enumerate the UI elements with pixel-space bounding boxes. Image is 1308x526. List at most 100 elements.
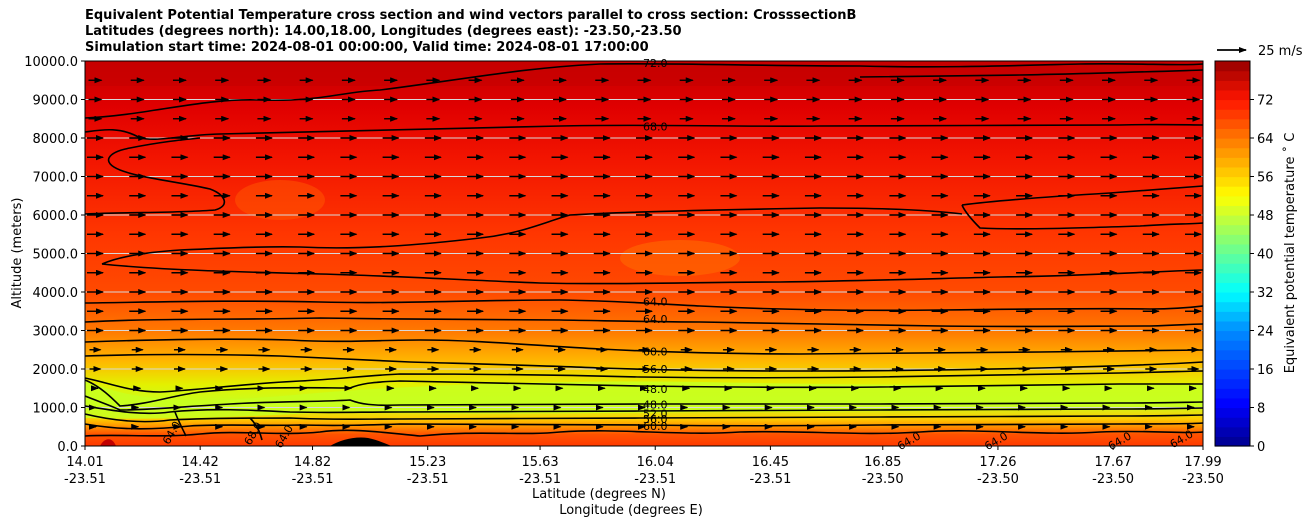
colorbar-ticks: 0 8 16 24 32 40 48 56 64 72 <box>1250 94 1274 455</box>
x-tick-label-lat: 16.04 <box>637 455 674 470</box>
colorbar-band <box>1215 147 1250 158</box>
colorbar-band <box>1215 215 1250 226</box>
chart-title-line-2: Latitudes (degrees north): 14.00,18.00, … <box>85 24 682 39</box>
x-tick-label-lon: -23.51 <box>179 472 221 487</box>
y-axis: 0.0 1000.0 2000.0 3000.0 4000.0 5000.0 6000.0 7… <box>24 55 85 455</box>
colorbar-band <box>1215 417 1250 428</box>
contour-64-low <box>84 429 1204 437</box>
contour-64-mid <box>101 207 963 265</box>
colorbar-band <box>1215 109 1250 120</box>
x-tick-label-lat: 14.01 <box>66 455 103 470</box>
contour-label: 64.0 <box>643 313 668 326</box>
contour-64-east <box>961 204 1204 230</box>
x-tick-label-lon: -23.51 <box>292 472 334 487</box>
contour-label: 48.0 <box>643 383 668 396</box>
contour-48-a <box>84 379 1203 407</box>
colorbar-tick-label: 32 <box>1257 286 1274 301</box>
x-tick-label-lon: -23.51 <box>634 472 676 487</box>
y-tick-label: 10000.0 <box>24 55 78 70</box>
colorbar-band <box>1215 407 1250 418</box>
colorbar-band <box>1215 176 1250 187</box>
colorbar-band <box>1215 320 1250 332</box>
colorbar-band <box>1215 128 1250 139</box>
colorbar-band <box>1215 70 1250 81</box>
x-tick-label-lon: -23.51 <box>519 472 561 487</box>
contour-68-west <box>84 137 226 215</box>
colorbar-band <box>1215 311 1250 322</box>
colorbar-band <box>1215 118 1250 129</box>
colorbar-band <box>1215 263 1250 274</box>
x-tick-label-lon: -23.50 <box>1182 472 1224 487</box>
colorbar-band <box>1215 378 1250 389</box>
contour-label: 64.0 <box>643 296 668 309</box>
contour-label: 52.0 <box>643 407 668 420</box>
colorbar-band <box>1215 340 1250 351</box>
colorbar-band <box>1215 388 1250 399</box>
x-axis-title: Latitude (degrees N) <box>532 487 666 502</box>
colorbar-band <box>1215 292 1250 303</box>
x-tick-label-lat: 15.63 <box>521 455 558 470</box>
contour-52-top <box>84 370 1204 393</box>
x-tick-label-lat: 16.45 <box>752 455 789 470</box>
colorbar-band <box>1215 99 1250 110</box>
contour-48-b <box>84 395 1204 411</box>
colorbar-tick-label: 56 <box>1257 171 1274 186</box>
x-tick-label-lat: 16.85 <box>864 455 901 470</box>
contour-label: 56.0 <box>643 363 668 376</box>
x-tick-label-lat: 17.67 <box>1095 455 1132 470</box>
colorbar-band <box>1215 80 1250 91</box>
colorbar-band <box>1215 186 1250 197</box>
contour-68-lobe <box>859 69 1204 78</box>
wind-vectors <box>87 77 1202 430</box>
colorbar-band <box>1215 349 1250 360</box>
colorbar-band <box>1215 157 1250 168</box>
y-tick-label: 7000.0 <box>33 171 79 186</box>
colorbar-band <box>1215 89 1250 101</box>
y-tick-label: 5000.0 <box>33 248 79 263</box>
colorbar-tick-label: 8 <box>1257 402 1265 417</box>
contour-68 <box>84 123 1204 141</box>
x-tick-label-lon: -23.50 <box>862 472 904 487</box>
chart-title-line-1: Equivalent Potential Temperature cross s… <box>85 8 857 23</box>
colorbar-band <box>1215 369 1250 380</box>
contour-64-upper <box>101 263 1204 285</box>
contour-label: 68.0 <box>643 120 668 133</box>
colorbar-band <box>1215 243 1250 255</box>
x-tick-label-lat: 15.23 <box>409 455 446 470</box>
colorbar-band <box>1215 61 1250 72</box>
contour-56-low <box>84 413 1204 423</box>
contour-label: 48.0 <box>643 398 668 411</box>
colorbar-band <box>1215 234 1250 245</box>
y-tick-label: 2000.0 <box>33 363 79 378</box>
colorbar-band <box>1215 282 1250 293</box>
terrain-shade <box>100 439 116 446</box>
x-tick-label-lat: 14.42 <box>182 455 219 470</box>
terrain <box>330 437 392 446</box>
quiver-key-label: 25 m/s <box>1258 44 1303 59</box>
colorbar-band <box>1215 224 1250 235</box>
y-tick-label: 4000.0 <box>33 286 79 301</box>
y-axis-title: Altitude (meters) <box>10 198 25 309</box>
colorbar-band <box>1215 138 1250 149</box>
x-tick-label-lon: -23.51 <box>749 472 791 487</box>
contour-64-b <box>84 317 1204 328</box>
contour-56 <box>84 353 1204 372</box>
colorbar-band <box>1215 205 1250 216</box>
contour-label: 60.0 <box>643 346 668 359</box>
y-tick-label: 0.0 <box>57 440 78 455</box>
colorbar-tick-label: 16 <box>1257 363 1274 378</box>
theta-warm-patch <box>235 180 325 220</box>
contour-lines <box>84 62 1204 441</box>
y-tick-label: 3000.0 <box>33 325 79 340</box>
x-tick-label-lon: -23.51 <box>407 472 449 487</box>
y-tick-label: 9000.0 <box>33 94 79 109</box>
colorbar-tick-label: 72 <box>1257 94 1274 109</box>
colorbar-tick-label: 24 <box>1257 325 1274 340</box>
contour-64-a <box>84 299 1204 312</box>
y-tick-label: 8000.0 <box>33 132 79 147</box>
colorbar-tick-label: 64 <box>1257 132 1274 147</box>
contour-label: 60.0 <box>643 420 668 433</box>
x-axis-title-2: Longitude (degrees E) <box>559 503 703 518</box>
colorbar-band <box>1215 397 1250 409</box>
